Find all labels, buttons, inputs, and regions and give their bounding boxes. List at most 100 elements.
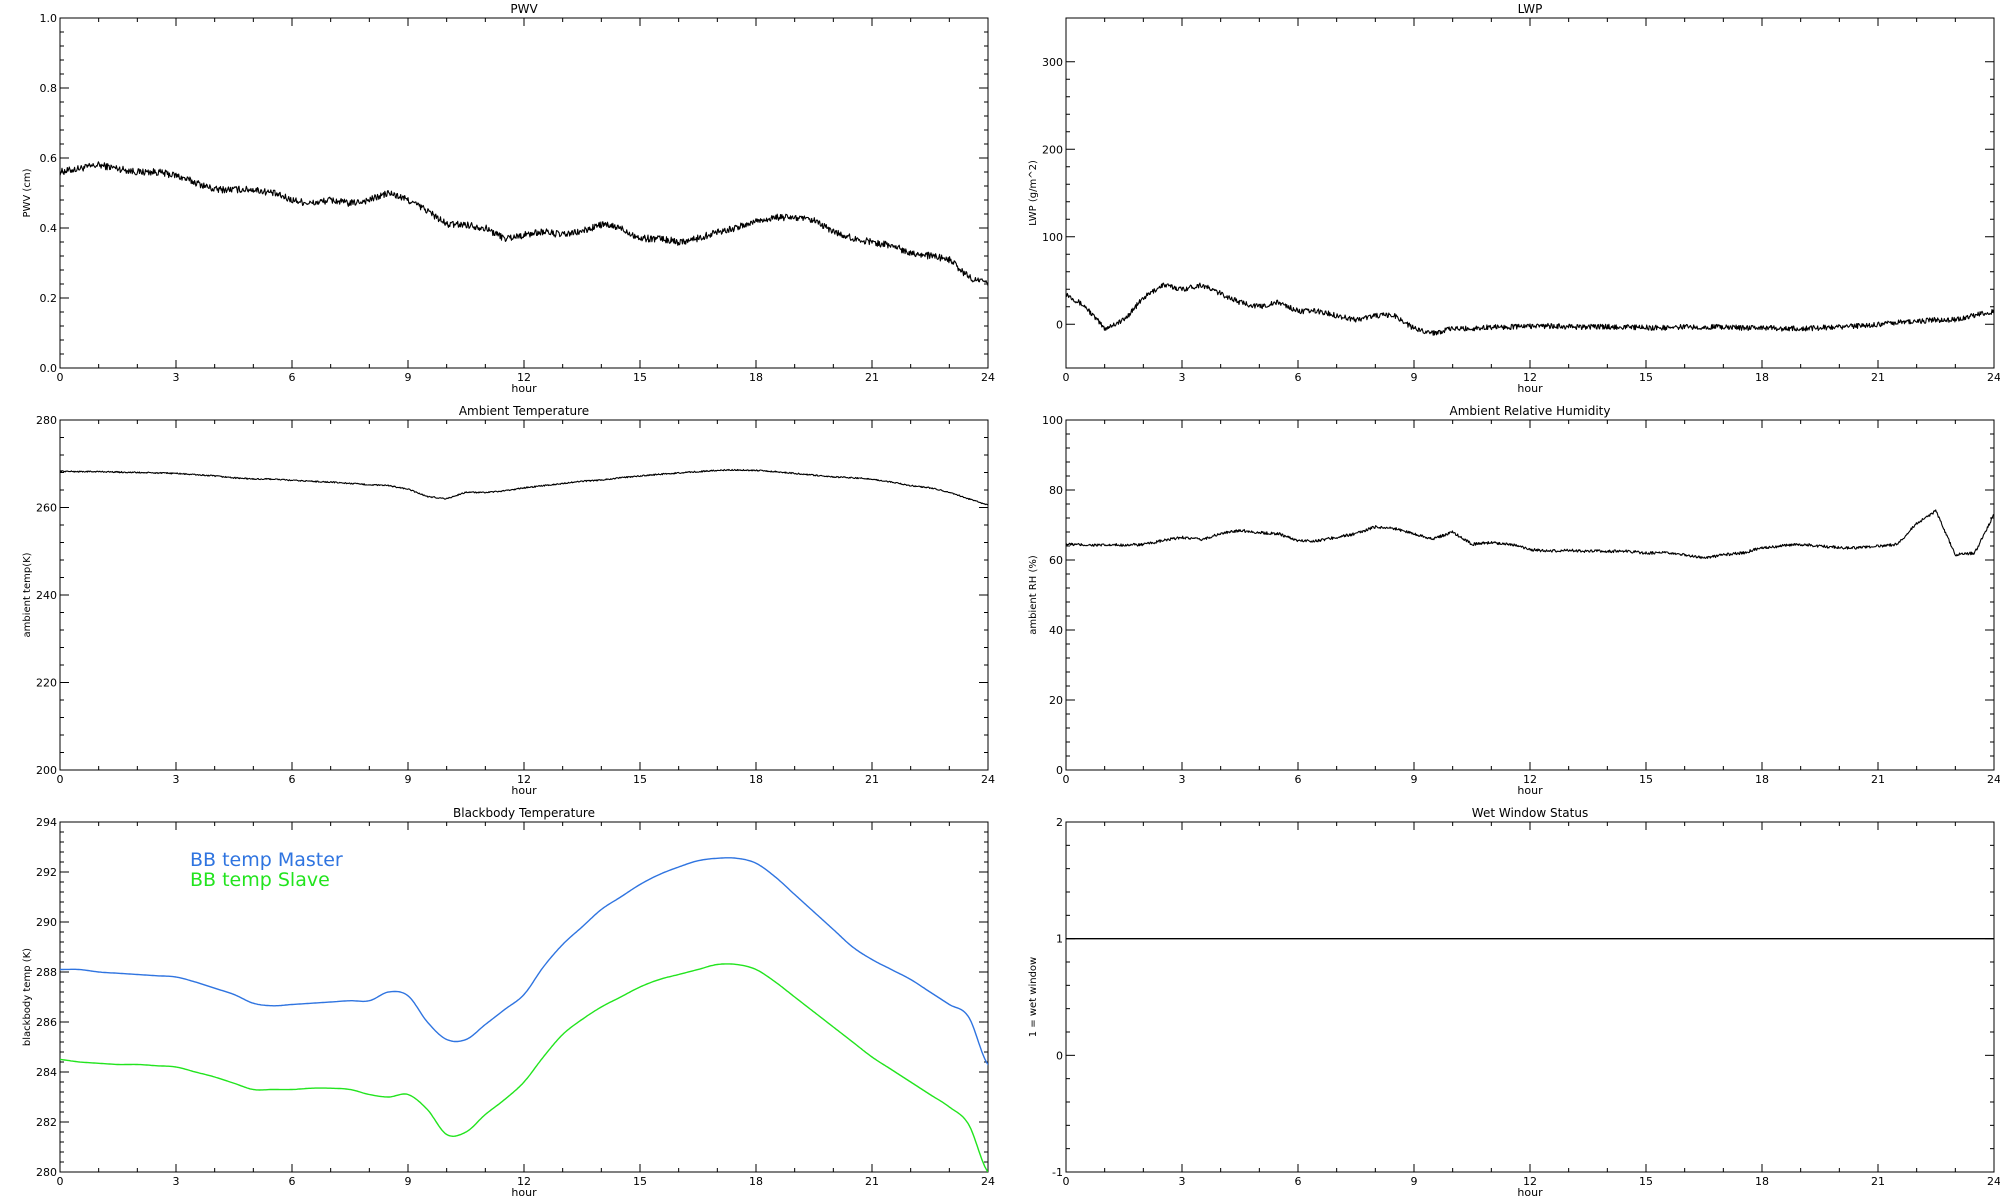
x-tick-label: 18	[749, 773, 763, 786]
x-tick-label: 6	[1295, 371, 1302, 384]
x-tick-label: 9	[1411, 1175, 1418, 1188]
x-tick-label: 12	[517, 371, 531, 384]
series-line-1	[60, 857, 988, 1066]
x-tick-label: 15	[1639, 773, 1653, 786]
x-tick-label: 9	[1411, 773, 1418, 786]
x-tick-label: 21	[1871, 371, 1885, 384]
y-tick-label: 0.4	[40, 222, 58, 235]
y-tick-label: 40	[1049, 624, 1063, 637]
x-tick-label: 6	[1295, 1175, 1302, 1188]
y-tick-label: 290	[36, 916, 57, 929]
legend-entry: BB temp Master	[190, 849, 343, 871]
series-line-1	[60, 468, 988, 506]
x-tick-label: 21	[1871, 1175, 1885, 1188]
x-tick-label: 12	[517, 1175, 531, 1188]
x-tick-label: 12	[1523, 773, 1537, 786]
panel-title: Ambient Temperature	[459, 404, 589, 418]
y-tick-label: 60	[1049, 554, 1063, 567]
x-tick-label: 3	[1179, 371, 1186, 384]
y-axis-label: ambient temp(K)	[22, 552, 33, 637]
panel-5: Blackbody Temperature 0 3 6 9 12 15 18 21 24 280 28…	[22, 806, 995, 1199]
x-tick-label: 15	[1639, 1175, 1653, 1188]
y-tick-label: 0	[1056, 318, 1063, 331]
y-tick-label: 260	[36, 502, 57, 515]
y-tick-label: 300	[1042, 56, 1063, 69]
y-axis-label: blackbody temp (K)	[22, 948, 33, 1046]
x-axis-label: hour	[1517, 784, 1543, 797]
plot-frame	[1065, 419, 1995, 771]
series-line-1	[1066, 509, 1994, 560]
panel-title: Wet Window Status	[1472, 806, 1588, 820]
y-tick-label: 2	[1056, 816, 1063, 829]
y-tick-label: -1	[1052, 1166, 1063, 1179]
x-tick-label: 21	[865, 1175, 879, 1188]
x-tick-label: 3	[1179, 1175, 1186, 1188]
x-tick-label: 0	[57, 371, 64, 384]
y-tick-label: 0.6	[40, 152, 58, 165]
y-axis-label: ambient RH (%)	[1028, 555, 1039, 635]
x-tick-label: 21	[865, 371, 879, 384]
y-tick-label: 100	[1042, 231, 1063, 244]
panel-1: PWV 0 3 6 9 12 15 18 21 24 0.0 0.2 0.4 0.6 0.8 1.0 hour P…	[22, 2, 995, 395]
panel-title: Ambient Relative Humidity	[1450, 404, 1611, 418]
legend-entry: BB temp Slave	[190, 869, 330, 891]
y-tick-label: 282	[36, 1116, 57, 1129]
x-tick-label: 3	[1179, 773, 1186, 786]
y-tick-label: 288	[36, 966, 57, 979]
panel-title: PWV	[510, 2, 538, 16]
plot-frame	[1065, 17, 1995, 369]
x-tick-label: 0	[1063, 371, 1070, 384]
y-tick-label: 284	[36, 1066, 57, 1079]
x-tick-label: 15	[633, 1175, 647, 1188]
x-tick-label: 9	[405, 773, 412, 786]
y-tick-label: 0.0	[40, 362, 58, 375]
x-tick-label: 21	[1871, 773, 1885, 786]
y-tick-label: 240	[36, 589, 57, 602]
y-tick-label: 0	[1056, 764, 1063, 777]
y-tick-label: 292	[36, 866, 57, 879]
plot-frame	[1065, 821, 1995, 1173]
panel-title: Blackbody Temperature	[453, 806, 595, 820]
x-tick-label: 15	[633, 773, 647, 786]
series-line-1	[60, 161, 988, 287]
y-tick-label: 0.2	[40, 292, 58, 305]
x-tick-label: 3	[173, 773, 180, 786]
x-tick-label: 18	[749, 1175, 763, 1188]
y-tick-label: 20	[1049, 694, 1063, 707]
y-tick-label: 1.0	[40, 12, 58, 25]
x-tick-label: 24	[1987, 371, 2000, 384]
series-line-2	[60, 963, 988, 1172]
x-tick-label: 3	[173, 1175, 180, 1188]
x-tick-label: 24	[981, 773, 995, 786]
x-tick-label: 24	[981, 1175, 995, 1188]
x-axis-label: hour	[511, 784, 537, 797]
y-tick-label: 286	[36, 1016, 57, 1029]
x-tick-label: 18	[1755, 1175, 1769, 1188]
y-axis-label: PWV (cm)	[22, 168, 33, 217]
series-line-1	[1066, 282, 1994, 336]
x-tick-label: 0	[1063, 1175, 1070, 1188]
y-tick-label: 0	[1056, 1049, 1063, 1062]
x-tick-label: 9	[405, 1175, 412, 1188]
x-tick-label: 6	[1295, 773, 1302, 786]
y-tick-label: 0.8	[40, 82, 58, 95]
plot-frame	[59, 17, 989, 369]
y-tick-label: 200	[36, 764, 57, 777]
y-axis-label: 1 = wet window	[1028, 957, 1039, 1037]
panel-2: LWP 0 3 6 9 12 15 18 21 24 0 100 200 300 hour LWP (g/m^…	[1028, 2, 2000, 395]
y-axis-label: LWP (g/m^2)	[1028, 160, 1039, 226]
x-tick-label: 18	[1755, 773, 1769, 786]
x-tick-label: 0	[57, 1175, 64, 1188]
x-tick-label: 18	[749, 371, 763, 384]
y-tick-label: 200	[1042, 143, 1063, 156]
y-tick-label: 100	[1042, 414, 1063, 427]
x-tick-label: 15	[1639, 371, 1653, 384]
x-tick-label: 24	[1987, 1175, 2000, 1188]
x-tick-label: 21	[865, 773, 879, 786]
x-tick-label: 3	[173, 371, 180, 384]
panel-4: Ambient Relative Humidity 0 3 6 9 12 15 18 21 24 0…	[1028, 404, 2000, 797]
x-tick-label: 6	[289, 1175, 296, 1188]
x-axis-label: hour	[1517, 382, 1543, 395]
